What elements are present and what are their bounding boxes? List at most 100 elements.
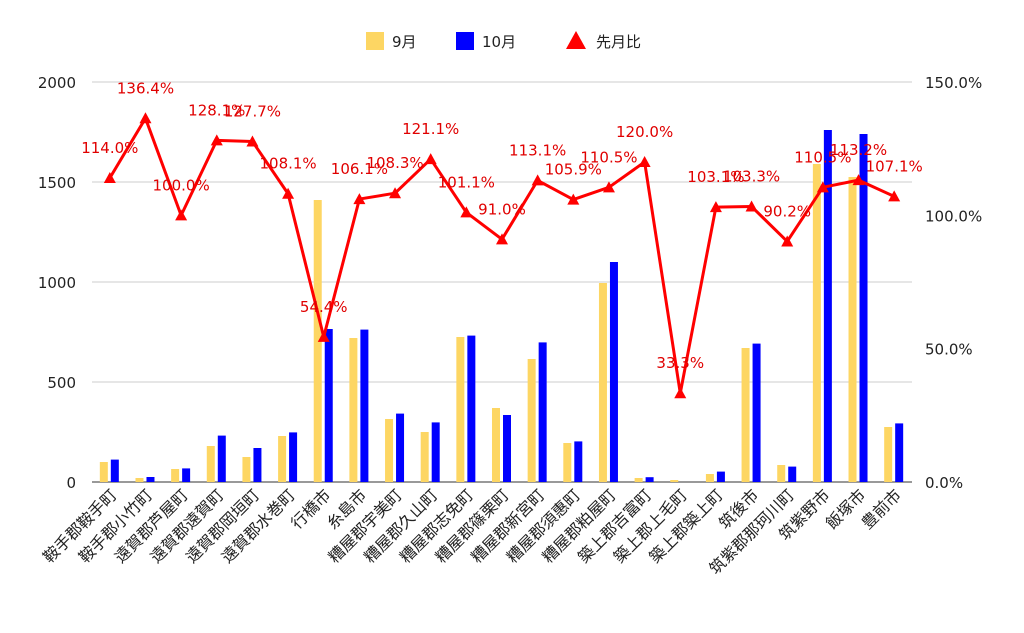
ratio-marker <box>424 153 437 165</box>
ratio-marker <box>709 201 722 213</box>
legend-label-ratio: 先月比 <box>596 33 641 51</box>
x-category-label: 行橋市 <box>287 485 334 532</box>
ratio-marker <box>888 190 901 202</box>
ratio-marker <box>282 187 295 199</box>
bar-sep <box>385 419 394 482</box>
y-axis-left: 0 500 1000 1500 2000 <box>38 74 76 492</box>
bar-sep <box>242 457 251 482</box>
ratio-data-label: 106.1% <box>331 160 388 178</box>
bar-oct <box>859 134 868 482</box>
bar-oct <box>217 435 226 482</box>
bar-oct <box>503 415 511 482</box>
ratio-marker <box>745 200 758 212</box>
bar-oct <box>324 329 333 482</box>
bar-sep <box>848 177 857 482</box>
ratio-marker <box>103 172 116 183</box>
ratio-data-label: 136.4% <box>117 79 174 97</box>
bar-oct <box>110 459 119 482</box>
ratio-marker <box>567 193 580 205</box>
bar-oct <box>716 471 725 482</box>
bar-sep <box>349 338 358 482</box>
ratio-data-label: 91.0% <box>478 200 526 218</box>
bar-sep <box>563 443 572 482</box>
bar-sep <box>741 348 750 482</box>
bar-sep <box>99 462 108 482</box>
y-right-tick-label: 150.0% <box>925 74 982 92</box>
y-left-tick-label: 1000 <box>38 274 76 292</box>
legend: 9月 10月 先月比 <box>366 31 641 51</box>
ratio-data-label: 33.3% <box>656 354 704 372</box>
bar-sep <box>492 408 500 482</box>
bar-oct <box>396 413 405 482</box>
ratio-data-label: 90.2% <box>763 202 811 220</box>
legend-label-oct: 10月 <box>482 33 516 51</box>
bar-oct <box>146 477 155 482</box>
bar-sep <box>313 200 322 482</box>
ratio-marker <box>175 209 188 221</box>
bar-oct <box>538 342 547 482</box>
bar-sep <box>456 337 465 482</box>
bars <box>99 130 904 482</box>
bar-sep <box>527 359 536 482</box>
ratio-data-label: 127.7% <box>224 102 281 120</box>
bar-oct <box>788 466 797 482</box>
bar-oct <box>823 130 832 482</box>
bar-sep <box>634 478 643 482</box>
ratio-data-label: 103.3% <box>723 168 780 186</box>
ratio-data-label: 114.0% <box>81 139 138 157</box>
ratio-marker <box>638 156 651 167</box>
bar-oct <box>645 477 654 482</box>
y-left-tick-label: 1500 <box>38 174 76 192</box>
y-right-tick-label: 0.0% <box>925 474 963 492</box>
y-left-tick-label: 500 <box>47 374 76 392</box>
bar-sep <box>171 469 180 482</box>
ratio-data-label: 120.0% <box>616 123 673 141</box>
ratio-data-label: 108.1% <box>259 155 316 173</box>
ratio-marker <box>389 187 402 199</box>
ratio-data-label: 101.1% <box>438 173 495 191</box>
bar-sep <box>884 427 893 482</box>
ratio-marker <box>852 174 865 186</box>
ratio-data-label: 108.3% <box>366 154 423 172</box>
bar-oct <box>574 441 583 482</box>
bar-sep <box>420 432 429 482</box>
bar-sep <box>812 164 821 482</box>
x-category-label: 豊前市 <box>858 485 905 532</box>
bar-oct <box>609 262 618 482</box>
bar-oct <box>360 329 369 482</box>
ratio-data-label: 128.1% <box>188 101 245 119</box>
ratio-data-label: 121.1% <box>402 120 459 138</box>
legend-swatch-sep <box>366 32 384 50</box>
ratio-marker <box>781 235 794 247</box>
bar-sep <box>135 478 144 482</box>
ratio-marker <box>139 112 152 124</box>
bar-sep <box>705 474 714 482</box>
ratio-marker <box>674 387 687 399</box>
bar-sep <box>278 436 287 482</box>
gridlines <box>92 81 912 483</box>
ratio-marker <box>602 181 615 193</box>
ratio-data-label: 110.5% <box>580 148 637 166</box>
y-right-tick-label: 100.0% <box>925 207 982 225</box>
legend-label-sep: 9月 <box>392 33 417 51</box>
ratio-data-label: 110.5% <box>794 148 851 166</box>
ratio-data-label: 105.9% <box>545 161 602 179</box>
y-left-tick-label: 2000 <box>38 74 76 92</box>
bar-sep <box>670 480 679 482</box>
ratio-line: 114.0% 136.4% 100.0% 128.1%127.7% 108.1% 54.4… <box>81 79 923 399</box>
ratio-marker <box>496 233 508 245</box>
ratio-marker <box>816 181 829 193</box>
bar-sep <box>777 465 786 482</box>
bar-oct <box>895 423 904 482</box>
ratio-marker <box>460 206 473 218</box>
legend-swatch-oct <box>456 32 474 50</box>
y-axis-right: 0.0% 50.0% 100.0% 150.0% <box>925 74 982 492</box>
bar-oct <box>182 468 191 482</box>
ratio-data-label: 54.4% <box>300 298 348 316</box>
ratio-marker <box>246 135 259 147</box>
ratio-marker <box>353 193 366 205</box>
ratio-marker <box>210 134 223 146</box>
bar-oct <box>467 335 476 482</box>
bar-oct <box>431 422 440 482</box>
